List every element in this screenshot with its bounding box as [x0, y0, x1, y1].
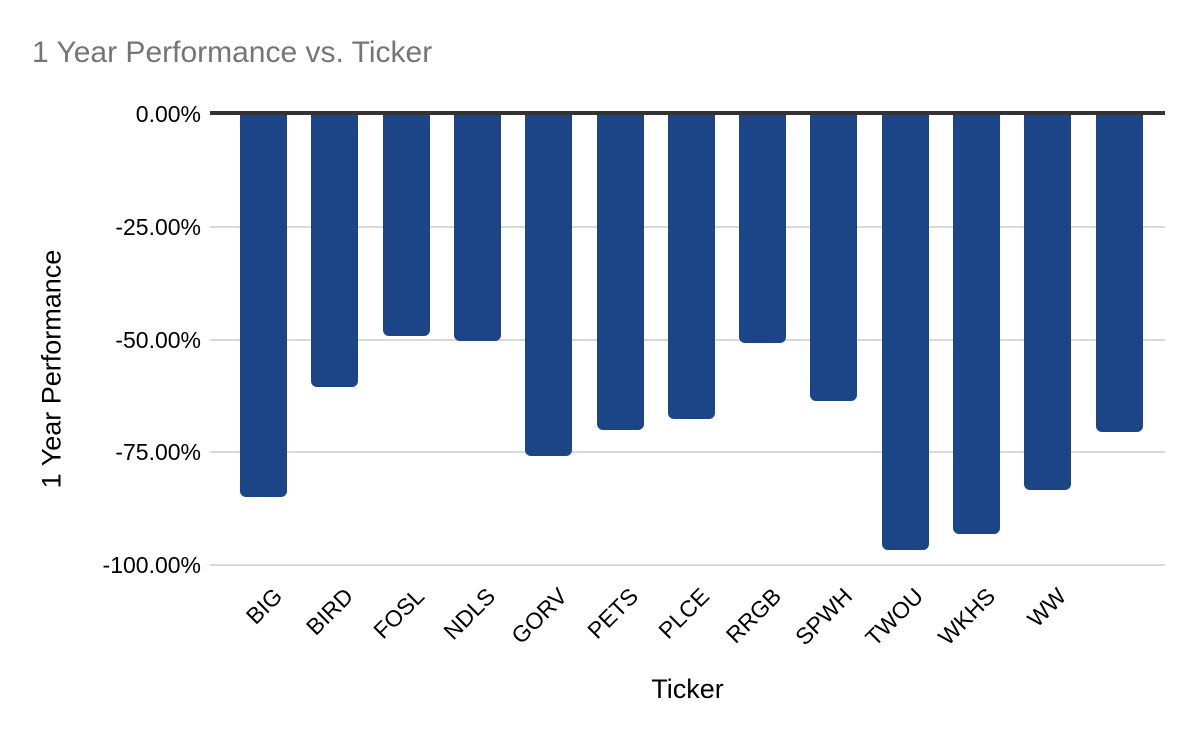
bar-WKHS	[953, 114, 1000, 534]
x-axis-title: Ticker	[651, 674, 724, 704]
bar-NDLS	[453, 114, 501, 341]
gridline--100	[210, 564, 1165, 566]
bar-WW	[1024, 114, 1072, 491]
y-tick-label--100: -100.00%	[102, 552, 201, 578]
chart-title: 1 Year Performance vs. Ticker	[32, 36, 433, 69]
bar-unlabeled	[1095, 114, 1143, 432]
bar-BIG	[240, 114, 287, 497]
y-tick-label--50: -50.00%	[115, 326, 201, 353]
bar-GORV	[525, 114, 573, 456]
y-tick-label--75: -75.00%	[115, 439, 201, 466]
y-tick-label--25: -25.00%	[115, 213, 201, 240]
bar-PETS	[596, 114, 644, 431]
bar-BIRD	[311, 114, 359, 387]
bar-FOSL	[382, 114, 430, 336]
y-tick-label-0: 0.00%	[135, 101, 201, 127]
bar-PLCE	[667, 114, 715, 419]
plot-area	[210, 114, 1165, 566]
bar-RRGB	[739, 114, 787, 344]
bar-SPWH	[810, 114, 858, 401]
x-axis-zero-line	[210, 111, 1165, 115]
gridline--75	[210, 451, 1165, 454]
bar-TWOU	[881, 114, 929, 551]
